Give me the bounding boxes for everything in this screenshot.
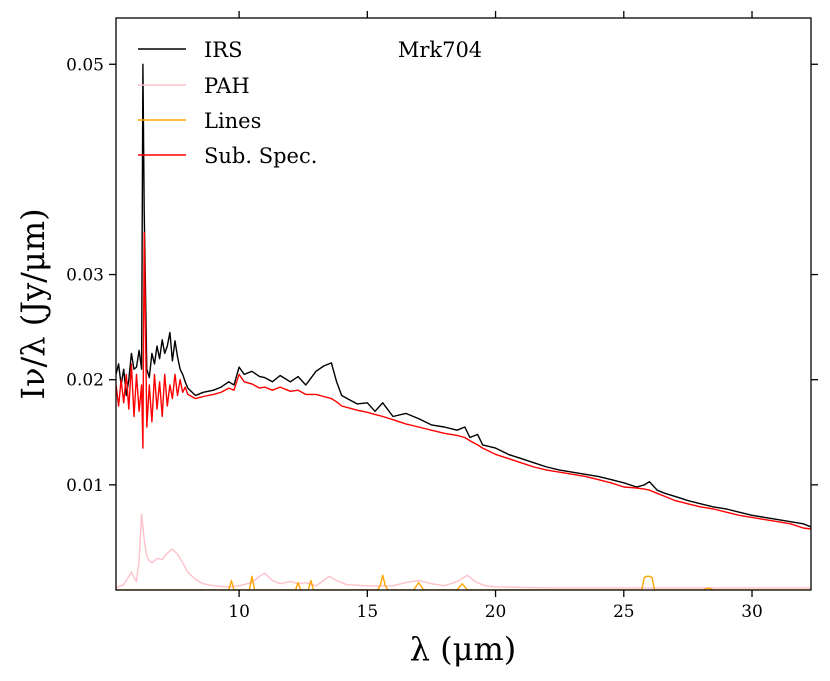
y-axis-label: Iν/λ (Jy/μm) xyxy=(14,208,52,399)
y-tick-label: 0.05 xyxy=(66,55,104,75)
plot-frame xyxy=(115,17,812,591)
series-line-lines xyxy=(116,574,811,590)
y-tick-label: 0.01 xyxy=(66,476,104,496)
x-tick-label: 20 xyxy=(485,602,507,622)
y-tick-label: 0.02 xyxy=(66,371,104,391)
axis-ticks: 10 15 20 25 30 0.01 0.02 0.03 0.05 xyxy=(66,11,818,622)
legend: IRS PAH Lines Sub. Spec. xyxy=(138,38,317,168)
x-tick-label: 30 xyxy=(741,602,763,622)
y-tick-label: 0.03 xyxy=(66,266,104,286)
x-tick-label: 25 xyxy=(613,602,635,622)
legend-label-irs: IRS xyxy=(204,38,243,62)
legend-label-sub-spec: Sub. Spec. xyxy=(204,144,317,168)
x-tick-label: 15 xyxy=(357,602,379,622)
plot-area xyxy=(116,63,811,590)
x-tick-label: 10 xyxy=(228,602,250,622)
x-axis-label: λ (μm) xyxy=(410,630,517,668)
legend-label-pah: PAH xyxy=(204,74,250,98)
series-line-pah xyxy=(116,513,811,589)
legend-label-lines: Lines xyxy=(204,109,261,133)
series-line-irs xyxy=(116,63,811,528)
chart-title: Mrk704 xyxy=(398,38,482,62)
series-line-sub-spec xyxy=(116,231,811,530)
